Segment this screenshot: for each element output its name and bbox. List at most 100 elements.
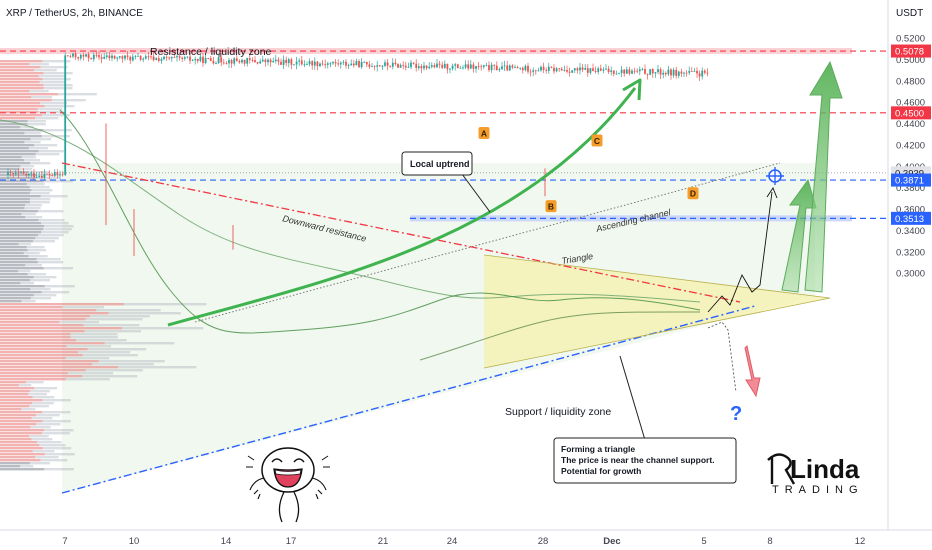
- volume-profile-bar: [43, 228, 72, 231]
- candle-body: [246, 58, 249, 64]
- candle-body: [631, 70, 633, 74]
- price-tag-bg: [891, 106, 931, 120]
- candle-body: [363, 61, 366, 63]
- candle-body: [620, 69, 623, 74]
- candle-body: [17, 173, 20, 174]
- volume-profile-bar: [104, 342, 175, 345]
- candle-body: [209, 58, 212, 61]
- candle-body: [181, 57, 184, 59]
- volume-profile-bar: [27, 273, 47, 276]
- pattern-point-c-label: C: [594, 136, 600, 146]
- x-tick-label: 17: [286, 536, 297, 547]
- volume-profile-bar: [41, 114, 70, 117]
- laughing-cartoon-icon: [246, 447, 330, 523]
- volume-profile-bar: [0, 147, 29, 150]
- volume-profile-bar: [0, 132, 25, 135]
- candle-body: [191, 60, 194, 61]
- candle-body: [469, 64, 472, 69]
- candle-body: [571, 70, 574, 73]
- candle-body: [324, 64, 327, 65]
- volume-profile-bar: [23, 252, 40, 255]
- volume-profile-bar: [21, 300, 36, 303]
- bullish-arrow-large: [804, 60, 843, 293]
- volume-profile-bar: [28, 255, 48, 258]
- candle-body: [436, 63, 438, 68]
- candle-body: [87, 54, 90, 59]
- candle-body: [407, 67, 410, 68]
- volume-profile-bar: [29, 279, 50, 282]
- volume-profile-bar: [24, 141, 41, 144]
- volume-profile-bar: [20, 126, 34, 129]
- volume-profile-bar: [0, 318, 86, 321]
- moving-average-fast: [419, 311, 701, 361]
- candle-body: [404, 65, 407, 68]
- candle-body: [581, 67, 584, 70]
- candle-body: [628, 69, 631, 74]
- candle-body: [503, 65, 506, 67]
- candle-body: [204, 58, 207, 64]
- volume-profile-bar: [0, 60, 43, 63]
- y-tick-label: 0.3600: [896, 205, 925, 216]
- local-uptrend-text: Local uptrend: [410, 159, 470, 169]
- candle-body: [644, 69, 646, 74]
- volume-profile-bar: [32, 402, 54, 405]
- volume-profile-bar: [0, 450, 33, 453]
- volume-profile-bar: [0, 315, 90, 318]
- candle-body: [126, 55, 129, 57]
- candle-body: [534, 70, 537, 72]
- candle-body: [443, 63, 446, 68]
- candle-body: [95, 54, 98, 56]
- volume-profile-bar: [0, 423, 37, 426]
- y-tick-label: 0.4200: [896, 140, 925, 151]
- candle-body: [532, 70, 535, 72]
- candle-body: [274, 59, 277, 62]
- volume-profile-bar: [0, 435, 30, 438]
- candle-body: [40, 175, 43, 178]
- volume-profile-bar: [0, 141, 25, 144]
- candle-body: [116, 57, 119, 59]
- volume-profile-bar: [0, 360, 99, 363]
- volume-profile-bar: [0, 234, 39, 237]
- volume-profile-bar: [0, 249, 28, 252]
- volume-profile-bar: [0, 267, 44, 270]
- triangle-lower-edge: [483, 297, 831, 369]
- candle-body: [459, 67, 462, 69]
- volume-profile-bar: [30, 162, 51, 165]
- volume-profile-bar: [25, 204, 42, 207]
- volume-profile-bar: [39, 81, 66, 84]
- bullish-arrow-small: [781, 178, 817, 293]
- volume-profile-bar: [27, 120, 46, 123]
- logo-main: Linda: [790, 454, 860, 484]
- linda-trading-logo: Linda TRADING: [767, 453, 860, 496]
- volume-profile-bar: [108, 312, 181, 315]
- volume-profile-bar: [0, 219, 39, 222]
- candle-body: [589, 68, 592, 73]
- y-tick-label: 0.3400: [896, 226, 925, 237]
- volume-profile-bar: [66, 345, 111, 348]
- candle-body: [7, 172, 9, 175]
- candle-body: [308, 61, 311, 65]
- y-tick-label: 0.5000: [896, 55, 925, 66]
- volume-profile-bar: [0, 201, 30, 204]
- price-tag-bg: [891, 211, 931, 225]
- volume-profile-bar: [20, 282, 35, 285]
- candle-body: [241, 59, 243, 63]
- candle-body: [248, 58, 251, 60]
- volume-profile-bar: [0, 237, 36, 240]
- candle-body: [688, 71, 691, 73]
- candle-body: [586, 68, 589, 73]
- candle-body: [293, 64, 295, 66]
- candle-body: [417, 66, 420, 68]
- volume-profile-bar: [21, 156, 37, 159]
- candle-body: [381, 65, 384, 67]
- candle-body: [602, 69, 605, 71]
- candle-body: [334, 62, 337, 64]
- candle-body: [9, 172, 12, 174]
- candle-body: [428, 66, 431, 69]
- candle-body: [129, 56, 132, 61]
- candle-body: [282, 59, 285, 65]
- candle-body: [360, 61, 363, 68]
- volume-profile-bar: [35, 456, 59, 459]
- y-tick-label: 0.3800: [896, 183, 925, 194]
